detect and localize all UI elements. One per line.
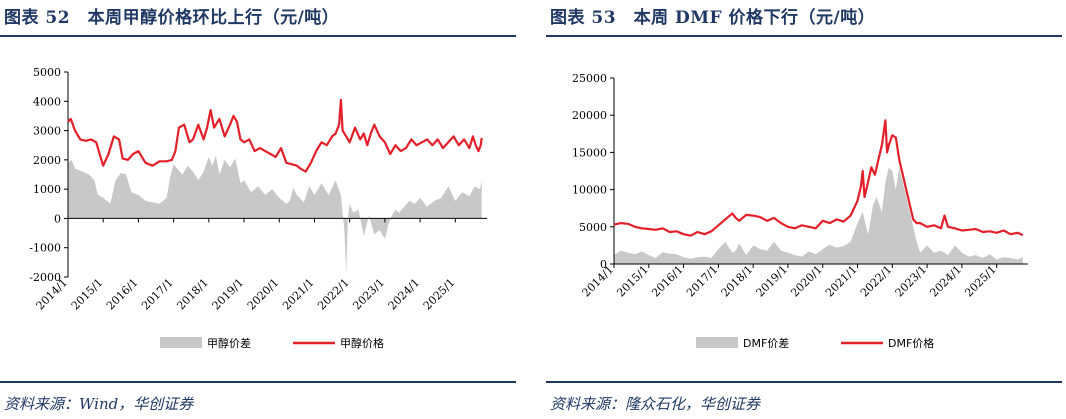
x-tick-label: 2015/1 [69,276,106,313]
chart-panel-dmf: 图表 53 本周 DMF 价格下行（元/吨） 0 5000 10000 15000 20… [546,0,1066,419]
series-area-DMF价差 [614,167,1023,264]
y-tick-label: 15000 [572,146,607,159]
x-tick-label: 2019/1 [210,276,247,313]
y-tick-label: 1000 [33,183,61,196]
x-tick-label: 2018/1 [719,263,756,300]
series-line-DMF价格 [613,119,1024,237]
x-tick-label: 2024/1 [386,276,423,313]
x-tick-label: 2015/1 [614,263,651,300]
y-tick-label: 4000 [33,95,61,108]
series-area-甲醇价差 [68,155,482,275]
x-tick-label: 2017/1 [139,276,176,313]
legend-label: DMF价格 [888,336,934,350]
y-tick-label: 3000 [33,125,61,138]
figure-title: 图表 52 本周甲醇价格环比上行（元/吨） [4,8,340,28]
y-tick-label: 2000 [33,154,61,167]
title-divider [546,35,1062,37]
x-tick-label: 2017/1 [684,263,721,300]
legend-label: 甲醇价格 [340,336,384,350]
legend-label: 甲醇价差 [207,336,251,350]
dmf-price-chart: 05000100001500020000250002014/12015/1201… [572,72,1028,350]
source-note: 资料来源：Wind，华创证券 [4,395,194,413]
x-tick-label: 2021/1 [823,263,860,300]
x-tick-label: 2025/1 [421,276,458,313]
x-tick-label: 2023/1 [893,263,930,300]
series-line-甲醇价格 [67,98,483,173]
title-divider [0,35,516,37]
x-tick-label: 2020/1 [788,263,825,300]
y-tick-label: -2000 [29,271,61,284]
y-tick-label: 20000 [572,109,607,122]
x-tick-label: 2016/1 [104,276,141,313]
chart-panel-methanol: 图表 52 本周甲醇价格环比上行（元/吨） -2000 -1000 0 1000 200… [0,0,520,419]
y-tick-label: 0 [54,212,61,225]
legend-swatch-area [696,337,738,348]
x-tick-label: 2022/1 [315,276,352,313]
x-tick-label: 2021/1 [280,276,317,313]
source-divider [0,381,516,383]
y-tick-label: 10000 [572,184,607,197]
y-tick-label: 0 [600,258,607,271]
methanol-price-chart: -2000-10000100020003000400050002014/1201… [29,66,487,350]
y-tick-label: 5000 [579,221,607,234]
x-tick-label: 2016/1 [649,263,686,300]
x-tick-label: 2022/1 [858,263,895,300]
legend-label: DMF价差 [743,336,789,350]
legend-swatch-area [160,337,202,348]
x-tick-label: 2020/1 [245,276,282,313]
y-tick-label: 25000 [572,72,607,85]
x-tick-label: 2024/1 [927,263,964,300]
figure-title: 图表 53 本周 DMF 价格下行（元/吨） [550,8,876,28]
x-tick-label: 2023/1 [350,276,387,313]
source-divider [546,381,1062,383]
x-tick-label: 2025/1 [962,263,999,300]
source-note: 资料来源：隆众石化，华创证券 [550,395,761,413]
x-tick-label: 2019/1 [754,263,791,300]
x-tick-label: 2014/1 [580,263,617,300]
y-tick-label: -1000 [29,242,61,255]
x-tick-label: 2018/1 [174,276,211,313]
y-tick-label: 5000 [33,66,61,79]
